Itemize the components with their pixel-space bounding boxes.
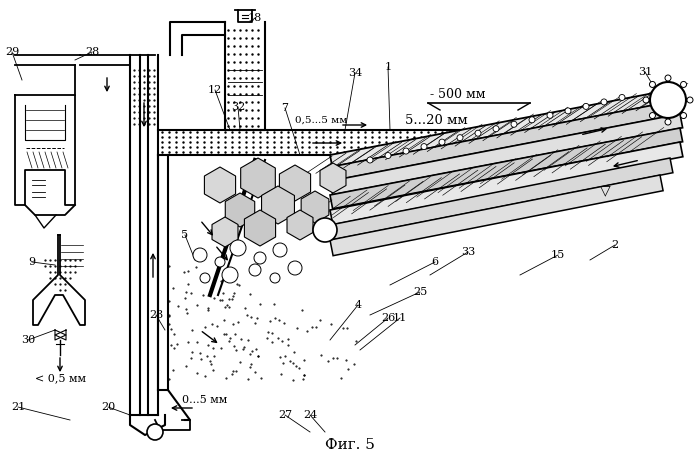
Text: 24: 24	[303, 410, 317, 420]
Polygon shape	[262, 186, 295, 224]
Circle shape	[313, 218, 337, 242]
Text: 30: 30	[21, 335, 35, 345]
Text: 27: 27	[278, 410, 292, 420]
Circle shape	[665, 75, 671, 81]
Circle shape	[511, 121, 517, 127]
Polygon shape	[225, 193, 255, 227]
Polygon shape	[244, 210, 276, 246]
Circle shape	[680, 113, 687, 119]
Text: 1: 1	[384, 62, 391, 72]
Circle shape	[193, 248, 207, 262]
Text: 5...20 мм: 5...20 мм	[405, 114, 468, 126]
Circle shape	[493, 126, 499, 132]
Polygon shape	[330, 100, 682, 181]
Text: 26: 26	[381, 313, 395, 323]
Circle shape	[650, 82, 686, 118]
Circle shape	[270, 273, 280, 283]
Text: 5: 5	[181, 230, 188, 240]
Text: - 500 мм: - 500 мм	[430, 88, 486, 102]
Text: 11: 11	[393, 313, 407, 323]
Circle shape	[215, 257, 225, 267]
Polygon shape	[279, 165, 311, 201]
Polygon shape	[330, 142, 683, 225]
Circle shape	[200, 273, 210, 283]
Polygon shape	[301, 191, 329, 223]
Text: 31: 31	[638, 67, 652, 77]
Text: 4: 4	[354, 300, 362, 310]
Polygon shape	[330, 175, 663, 256]
Text: 9: 9	[29, 257, 36, 267]
Circle shape	[665, 119, 671, 125]
Text: 33: 33	[461, 247, 475, 257]
Polygon shape	[212, 217, 238, 247]
Text: 29: 29	[5, 47, 19, 57]
Circle shape	[619, 94, 625, 100]
Circle shape	[385, 153, 391, 158]
Circle shape	[601, 99, 607, 105]
Text: 15: 15	[551, 250, 565, 260]
Circle shape	[439, 139, 445, 145]
Circle shape	[421, 144, 427, 150]
Polygon shape	[330, 114, 682, 195]
Circle shape	[222, 267, 238, 283]
Text: 7: 7	[281, 103, 288, 113]
Text: 0...5 мм: 0...5 мм	[182, 395, 228, 405]
Text: < 0,5 мм: < 0,5 мм	[35, 373, 86, 383]
Polygon shape	[330, 88, 682, 167]
Text: 0,5...5 мм: 0,5...5 мм	[295, 115, 347, 125]
Circle shape	[254, 252, 266, 264]
Circle shape	[650, 82, 655, 87]
Text: 32: 32	[231, 102, 245, 112]
Circle shape	[565, 108, 571, 114]
Circle shape	[273, 243, 287, 257]
Polygon shape	[330, 158, 673, 240]
Circle shape	[230, 240, 246, 256]
Circle shape	[680, 82, 687, 87]
Circle shape	[403, 148, 409, 154]
Polygon shape	[320, 163, 346, 193]
Text: ▽: ▽	[600, 183, 610, 197]
Circle shape	[643, 97, 649, 103]
Circle shape	[547, 112, 553, 118]
Circle shape	[475, 130, 481, 136]
Circle shape	[288, 261, 302, 275]
Polygon shape	[330, 128, 682, 209]
Polygon shape	[241, 158, 275, 198]
Text: 28: 28	[85, 47, 99, 57]
Text: Фиг. 5: Фиг. 5	[325, 438, 375, 452]
Circle shape	[687, 97, 693, 103]
Circle shape	[249, 264, 261, 276]
Text: 12: 12	[208, 85, 222, 95]
Circle shape	[583, 104, 589, 109]
Circle shape	[650, 113, 655, 119]
Text: 34: 34	[348, 68, 362, 78]
Text: 23: 23	[149, 310, 163, 320]
Text: 25: 25	[413, 287, 427, 297]
Text: 20: 20	[101, 402, 115, 412]
Polygon shape	[287, 210, 313, 240]
Circle shape	[457, 135, 463, 141]
Text: 18: 18	[248, 13, 262, 23]
Text: 2: 2	[611, 240, 619, 250]
Circle shape	[147, 424, 163, 440]
Text: 6: 6	[431, 257, 439, 267]
Text: 21: 21	[11, 402, 25, 412]
Circle shape	[367, 157, 373, 163]
Circle shape	[529, 117, 535, 123]
Polygon shape	[204, 167, 236, 203]
